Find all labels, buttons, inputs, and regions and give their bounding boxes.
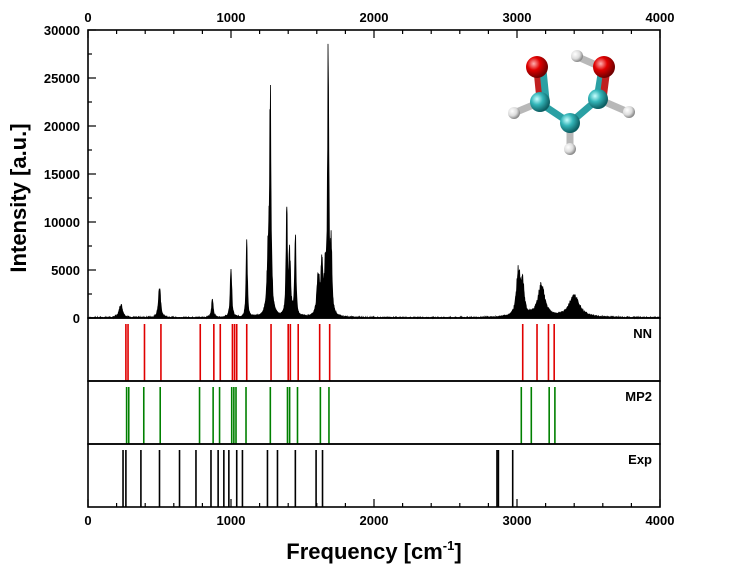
y-tick-label: 25000: [44, 71, 80, 86]
y-tick-label: 10000: [44, 215, 80, 230]
stick-panels: NN MP2 Exp: [122, 324, 652, 507]
y-tick-label: 0: [73, 311, 80, 326]
top-tick-label: 4000: [646, 10, 675, 25]
panel-mp2: MP2: [125, 387, 652, 444]
panel-label: MP2: [625, 389, 652, 404]
panel-exp: Exp: [122, 450, 652, 507]
top-tick-label: 0: [84, 10, 91, 25]
x-axis-title: Frequency [cm-1]: [286, 538, 461, 564]
bottom-axis: 0 1000 2000 3000 4000: [84, 499, 674, 528]
x-tick-label: 2000: [360, 513, 389, 528]
top-tick-label: 1000: [217, 10, 246, 25]
molecule-illustration: [508, 50, 635, 155]
nn-panel-frame: [87, 317, 661, 382]
y-axis: 0 5000 10000 15000 20000 25000 30000: [44, 23, 96, 326]
top-axis: 0 1000 2000 3000 4000: [84, 10, 674, 38]
x-tick-label: 0: [84, 513, 91, 528]
panel-label: NN: [633, 326, 652, 341]
y-tick-label: 30000: [44, 23, 80, 38]
spectrum-panel: [87, 43, 661, 320]
exp-panel-frame: [87, 443, 661, 508]
x-tick-label: 4000: [646, 513, 675, 528]
y-tick-label: 5000: [51, 263, 80, 278]
top-tick-label: 2000: [360, 10, 389, 25]
top-tick-label: 3000: [503, 10, 532, 25]
panel-nn: NN: [125, 324, 652, 381]
y-tick-label: 20000: [44, 119, 80, 134]
y-axis-title: Intensity [a.u.]: [6, 123, 31, 272]
spectrum-line: [87, 43, 661, 320]
x-tick-label: 1000: [217, 513, 246, 528]
y-tick-label: 15000: [44, 167, 80, 182]
spectrum-frame: [87, 29, 661, 319]
panel-label: Exp: [628, 452, 652, 467]
x-tick-label: 3000: [503, 513, 532, 528]
mp2-panel-frame: [87, 380, 661, 445]
